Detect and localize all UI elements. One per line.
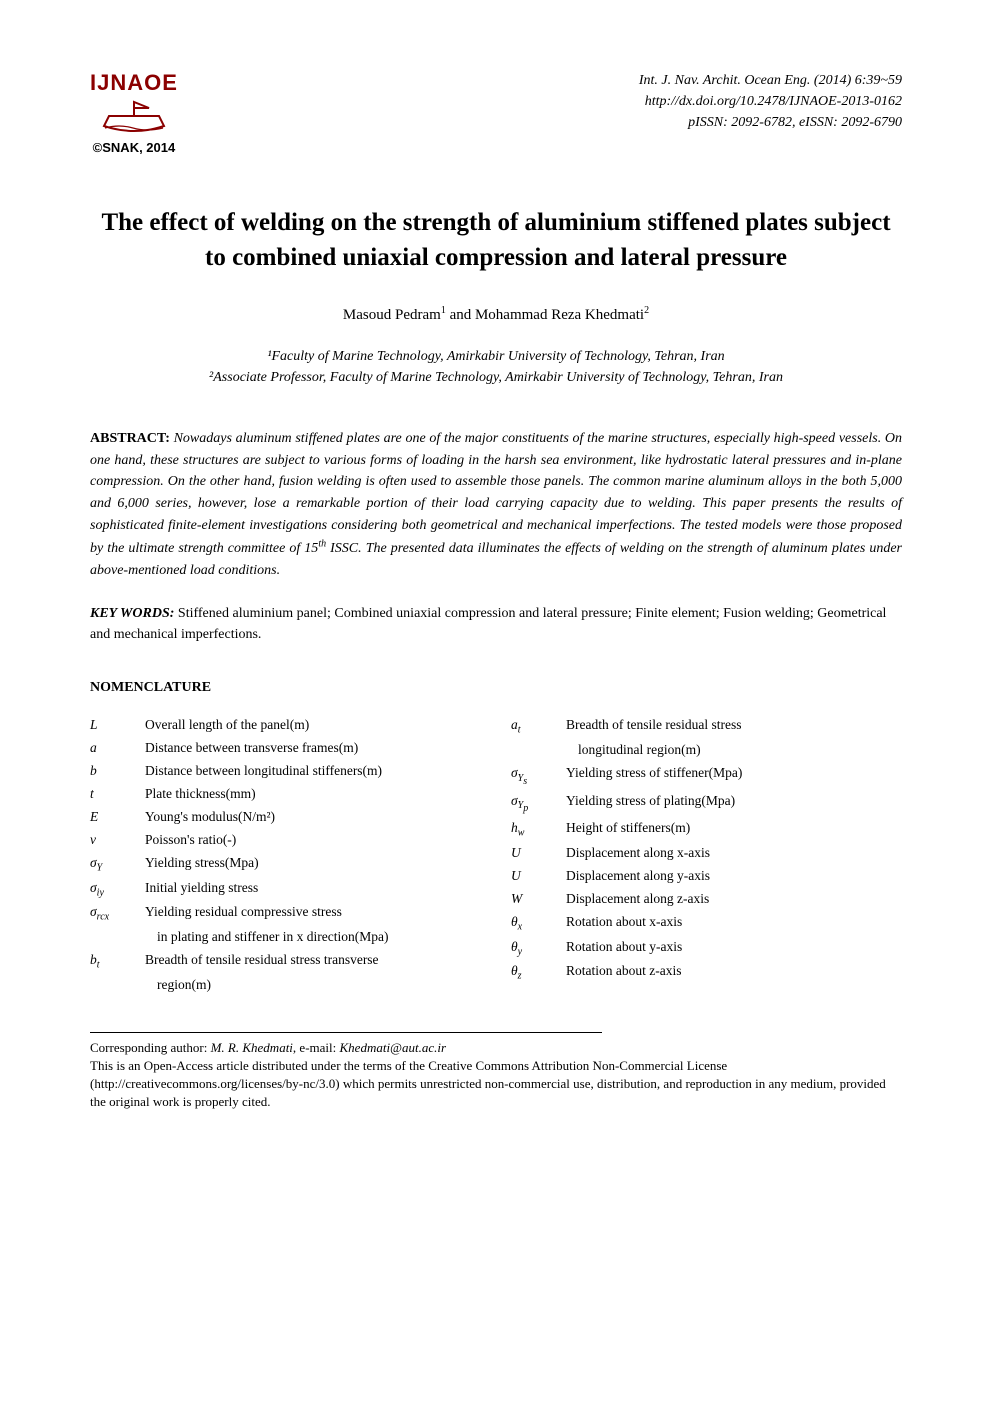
nom-desc: Distance between longitudinal stiffeners… bbox=[145, 760, 481, 783]
affiliation-1: ¹Faculty of Marine Technology, Amirkabir… bbox=[90, 346, 902, 367]
ship-icon bbox=[99, 98, 169, 138]
nom-symbol: σiy bbox=[90, 877, 145, 902]
nom-row: atBreadth of tensile residual stress bbox=[511, 714, 902, 739]
nom-row: νPoisson's ratio(-) bbox=[90, 829, 481, 852]
nom-row: LOverall length of the panel(m) bbox=[90, 714, 481, 737]
nom-row: bDistance between longitudinal stiffener… bbox=[90, 760, 481, 783]
nom-desc: Young's modulus(N/m²) bbox=[145, 806, 481, 829]
nom-symbol bbox=[90, 926, 145, 949]
nom-row: σYYielding stress(Mpa) bbox=[90, 852, 481, 877]
nom-desc: Breadth of tensile residual stress bbox=[566, 714, 902, 739]
nom-row: tPlate thickness(mm) bbox=[90, 783, 481, 806]
nom-symbol: ν bbox=[90, 829, 145, 852]
nom-row: σiyInitial yielding stress bbox=[90, 877, 481, 902]
nom-row: σYsYielding stress of stiffener(Mpa) bbox=[511, 762, 902, 790]
nom-desc: Rotation about z-axis bbox=[566, 960, 902, 985]
nom-symbol: hw bbox=[511, 817, 566, 842]
nom-symbol: W bbox=[511, 888, 566, 911]
nom-desc: in plating and stiffener in x direction(… bbox=[145, 926, 481, 949]
nom-row: UDisplacement along y-axis bbox=[511, 865, 902, 888]
nom-desc: Displacement along y-axis bbox=[566, 865, 902, 888]
nomenclature-table: LOverall length of the panel(m) aDistanc… bbox=[90, 714, 902, 996]
nom-desc: Distance between transverse frames(m) bbox=[145, 737, 481, 760]
nom-row: EYoung's modulus(N/m²) bbox=[90, 806, 481, 829]
nom-desc: Displacement along x-axis bbox=[566, 842, 902, 865]
nom-row: θzRotation about z-axis bbox=[511, 960, 902, 985]
nom-symbol: θy bbox=[511, 936, 566, 961]
nom-row: σrcxYielding residual compressive stress bbox=[90, 901, 481, 926]
nom-symbol: L bbox=[90, 714, 145, 737]
page-header: IJNAOE ©SNAK, 2014 Int. J. Nav. Archit. … bbox=[90, 70, 902, 155]
nomenclature-left-column: LOverall length of the panel(m) aDistanc… bbox=[90, 714, 481, 996]
nom-desc: Yielding stress of plating(Mpa) bbox=[566, 790, 902, 818]
journal-logo: IJNAOE ©SNAK, 2014 bbox=[90, 70, 178, 155]
journal-doi: http://dx.doi.org/10.2478/IJNAOE-2013-01… bbox=[639, 91, 902, 112]
abstract-text: Nowadays aluminum stiffened plates are o… bbox=[90, 431, 902, 578]
keywords-label: KEY WORDS: bbox=[90, 606, 174, 621]
nom-desc: region(m) bbox=[145, 974, 481, 997]
keywords-block: KEY WORDS: Stiffened aluminium panel; Co… bbox=[90, 603, 902, 645]
nomenclature-heading: NOMENCLATURE bbox=[90, 680, 902, 696]
nom-row: aDistance between transverse frames(m) bbox=[90, 737, 481, 760]
nom-symbol bbox=[90, 974, 145, 997]
nom-row: region(m) bbox=[90, 974, 481, 997]
nom-row: σYpYielding stress of plating(Mpa) bbox=[511, 790, 902, 818]
publisher-label: ©SNAK, 2014 bbox=[93, 140, 176, 155]
abstract-label: ABSTRACT: bbox=[90, 431, 170, 446]
nom-desc: Rotation about x-axis bbox=[566, 911, 902, 936]
nom-desc: Yielding stress of stiffener(Mpa) bbox=[566, 762, 902, 790]
journal-issn: pISSN: 2092-6782, eISSN: 2092-6790 bbox=[639, 112, 902, 133]
nom-symbol bbox=[511, 739, 566, 762]
paper-title: The effect of welding on the strength of… bbox=[90, 205, 902, 275]
nom-desc: Displacement along z-axis bbox=[566, 888, 902, 911]
nom-row: btBreadth of tensile residual stress tra… bbox=[90, 949, 481, 974]
footer-rule bbox=[90, 1032, 602, 1033]
journal-citation: Int. J. Nav. Archit. Ocean Eng. (2014) 6… bbox=[639, 70, 902, 91]
nom-symbol: a bbox=[90, 737, 145, 760]
logo-letters: IJNAOE bbox=[90, 70, 178, 96]
nom-desc: Yielding residual compressive stress bbox=[145, 901, 481, 926]
footer-block: Corresponding author: M. R. Khedmati, e-… bbox=[90, 1039, 902, 1112]
nom-desc: Poisson's ratio(-) bbox=[145, 829, 481, 852]
nom-desc: Initial yielding stress bbox=[145, 877, 481, 902]
nom-symbol: at bbox=[511, 714, 566, 739]
nom-symbol: bt bbox=[90, 949, 145, 974]
nom-desc: longitudinal region(m) bbox=[566, 739, 902, 762]
nom-symbol: θx bbox=[511, 911, 566, 936]
nom-row: UDisplacement along x-axis bbox=[511, 842, 902, 865]
license-text: This is an Open-Access article distribut… bbox=[90, 1057, 902, 1112]
affiliation-2: ²Associate Professor, Faculty of Marine … bbox=[90, 367, 902, 388]
nom-row: WDisplacement along z-axis bbox=[511, 888, 902, 911]
nom-symbol: U bbox=[511, 865, 566, 888]
nom-desc: Rotation about y-axis bbox=[566, 936, 902, 961]
nom-symbol: θz bbox=[511, 960, 566, 985]
abstract-block: ABSTRACT: Nowadays aluminum stiffened pl… bbox=[90, 428, 902, 581]
journal-info: Int. J. Nav. Archit. Ocean Eng. (2014) 6… bbox=[639, 70, 902, 133]
nom-row: θxRotation about x-axis bbox=[511, 911, 902, 936]
nom-symbol: σYs bbox=[511, 762, 566, 790]
nomenclature-right-column: atBreadth of tensile residual stress lon… bbox=[511, 714, 902, 996]
nom-desc: Yielding stress(Mpa) bbox=[145, 852, 481, 877]
nom-desc: Plate thickness(mm) bbox=[145, 783, 481, 806]
nom-desc: Height of stiffeners(m) bbox=[566, 817, 902, 842]
nom-symbol: b bbox=[90, 760, 145, 783]
nom-row: θyRotation about y-axis bbox=[511, 936, 902, 961]
nom-desc: Overall length of the panel(m) bbox=[145, 714, 481, 737]
nom-symbol: t bbox=[90, 783, 145, 806]
nom-symbol: σrcx bbox=[90, 901, 145, 926]
nom-symbol: σY bbox=[90, 852, 145, 877]
nom-desc: Breadth of tensile residual stress trans… bbox=[145, 949, 481, 974]
nom-symbol: E bbox=[90, 806, 145, 829]
nom-row: in plating and stiffener in x direction(… bbox=[90, 926, 481, 949]
nom-row: hwHeight of stiffeners(m) bbox=[511, 817, 902, 842]
nom-symbol: U bbox=[511, 842, 566, 865]
nom-row: longitudinal region(m) bbox=[511, 739, 902, 762]
authors-line: Masoud Pedram1 and Mohammad Reza Khedmat… bbox=[90, 305, 902, 324]
corresponding-author: Corresponding author: M. R. Khedmati, e-… bbox=[90, 1039, 902, 1057]
keywords-text: Stiffened aluminium panel; Combined unia… bbox=[90, 606, 886, 642]
nom-symbol: σYp bbox=[511, 790, 566, 818]
affiliations: ¹Faculty of Marine Technology, Amirkabir… bbox=[90, 346, 902, 388]
